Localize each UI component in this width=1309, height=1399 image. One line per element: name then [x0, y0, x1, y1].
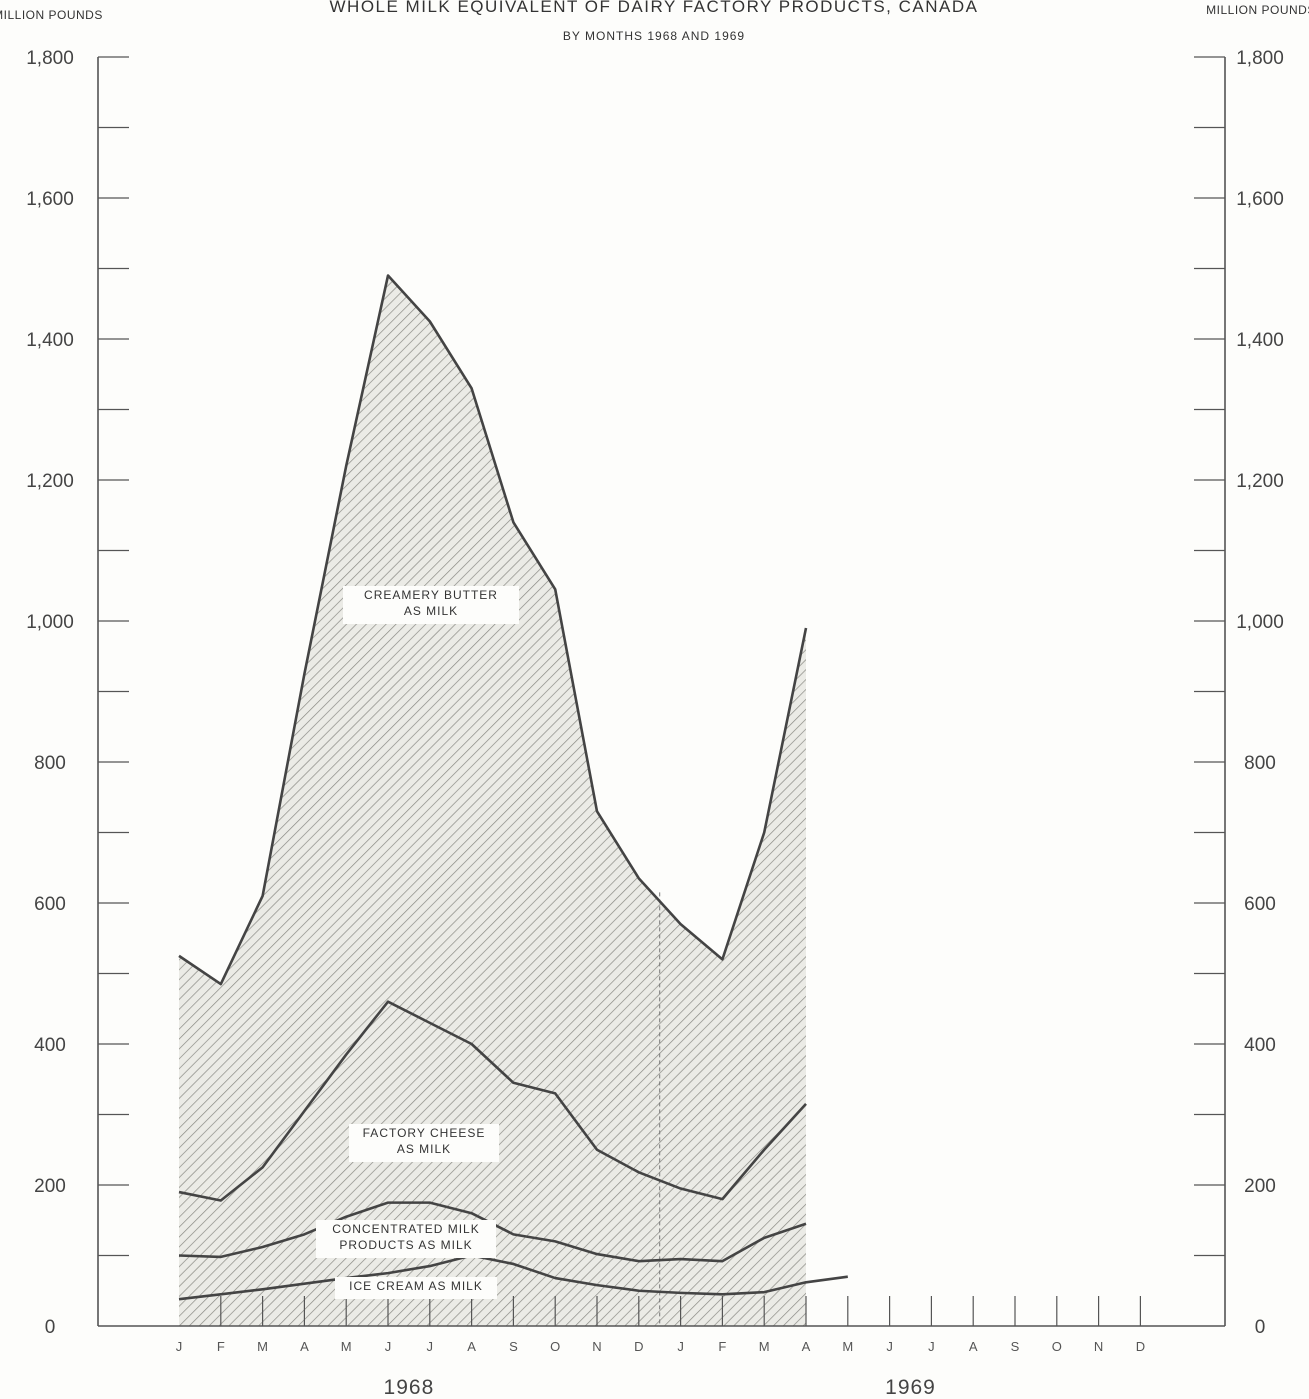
y-tick-label-right: 1,400 — [1236, 330, 1284, 351]
series-label: ICE CREAM AS MILK — [349, 1279, 483, 1293]
y-tick-label-left: 400 — [34, 1035, 66, 1056]
y-tick-label-right: 1,200 — [1236, 471, 1284, 492]
x-tick-label: N — [592, 1339, 601, 1354]
y-tick-label-right: 600 — [1244, 894, 1276, 915]
series-label-bg — [316, 1220, 496, 1258]
x-tick-label: F — [718, 1339, 726, 1354]
y-tick-label-left: 800 — [34, 753, 66, 774]
x-tick-label: J — [677, 1339, 684, 1354]
series-label-bg — [349, 1124, 499, 1162]
x-tick-label: A — [467, 1339, 476, 1354]
x-tick-label: J — [176, 1339, 183, 1354]
year-label: 1969 — [885, 1376, 936, 1399]
x-tick-label: N — [1094, 1339, 1103, 1354]
hatched-area — [179, 275, 806, 1326]
x-tick-label: A — [969, 1339, 978, 1354]
tick-labels: 0 0 200 200 400 400 600 600 800 800 1,000 1,000 1,20… — [26, 48, 1284, 1399]
y-tick-label-left: 200 — [34, 1176, 66, 1197]
x-tick-label: D — [634, 1339, 643, 1354]
x-tick-label: J — [385, 1339, 392, 1354]
x-tick-label: J — [886, 1339, 893, 1354]
series-labels: ICE CREAM AS MILK CONCENTRATED MILK PRODUC… — [316, 586, 519, 1299]
x-tick-label: A — [802, 1339, 811, 1354]
series-label: CREAMERY BUTTER — [364, 588, 498, 602]
axes — [97, 56, 1226, 1327]
y-axis-label-left: MILLION POUNDS — [0, 8, 103, 22]
series-line — [178, 1000, 807, 1202]
x-tick-label: J — [427, 1339, 434, 1354]
series-label: AS MILK — [397, 1142, 451, 1156]
chart-subtitle: BY MONTHS 1968 AND 1969 — [563, 29, 745, 43]
x-tick-label: O — [550, 1339, 560, 1354]
y-tick-label-right: 200 — [1244, 1176, 1276, 1197]
y-tick-label-right: 1,000 — [1236, 612, 1284, 633]
x-tick-label: J — [928, 1339, 935, 1354]
x-tick-label: M — [759, 1339, 770, 1354]
x-tick-label: M — [257, 1339, 268, 1354]
x-tick-label: D — [1136, 1339, 1145, 1354]
y-tick-label-left: 1,400 — [26, 330, 74, 351]
y-tick-label-left: 1,600 — [26, 189, 74, 210]
y-tick-label-left: 1,800 — [26, 48, 74, 69]
chart-title: WHOLE MILK EQUIVALENT OF DAIRY FACTORY P… — [330, 0, 979, 16]
x-tick-label: M — [341, 1339, 352, 1354]
y-tick-label-right: 800 — [1244, 753, 1276, 774]
x-tick-label: M — [842, 1339, 853, 1354]
y-tick-label-right: 1,600 — [1236, 189, 1284, 210]
series-label: CONCENTRATED MILK — [332, 1222, 479, 1236]
x-tick-label: S — [509, 1339, 518, 1354]
x-tick-label: S — [1011, 1339, 1020, 1354]
y-tick-label-right: 1,800 — [1236, 48, 1284, 69]
x-tick-label: F — [217, 1339, 225, 1354]
series-label: PRODUCTS AS MILK — [339, 1238, 472, 1252]
y-axis-label-right: MILLION POUNDS — [1206, 3, 1309, 17]
series-label: AS MILK — [404, 604, 458, 618]
x-tick-label: A — [300, 1339, 309, 1354]
series-line — [178, 1254, 848, 1301]
series-line — [178, 274, 808, 986]
series-label-bg — [343, 586, 519, 624]
series-label-bg — [335, 1277, 497, 1299]
y-tick-label-right: 0 — [1255, 1317, 1266, 1338]
y-tick-label-left: 0 — [45, 1317, 56, 1338]
year-label: 1968 — [384, 1376, 435, 1399]
y-tick-label-left: 600 — [34, 894, 66, 915]
x-tick-label: O — [1052, 1339, 1062, 1354]
y-tick-label-left: 1,000 — [26, 612, 74, 633]
series-label: FACTORY CHEESE — [363, 1126, 486, 1140]
y-tick-label-right: 400 — [1244, 1035, 1276, 1056]
y-tick-label-left: 1,200 — [26, 471, 74, 492]
area-fill-layer — [179, 275, 806, 1326]
